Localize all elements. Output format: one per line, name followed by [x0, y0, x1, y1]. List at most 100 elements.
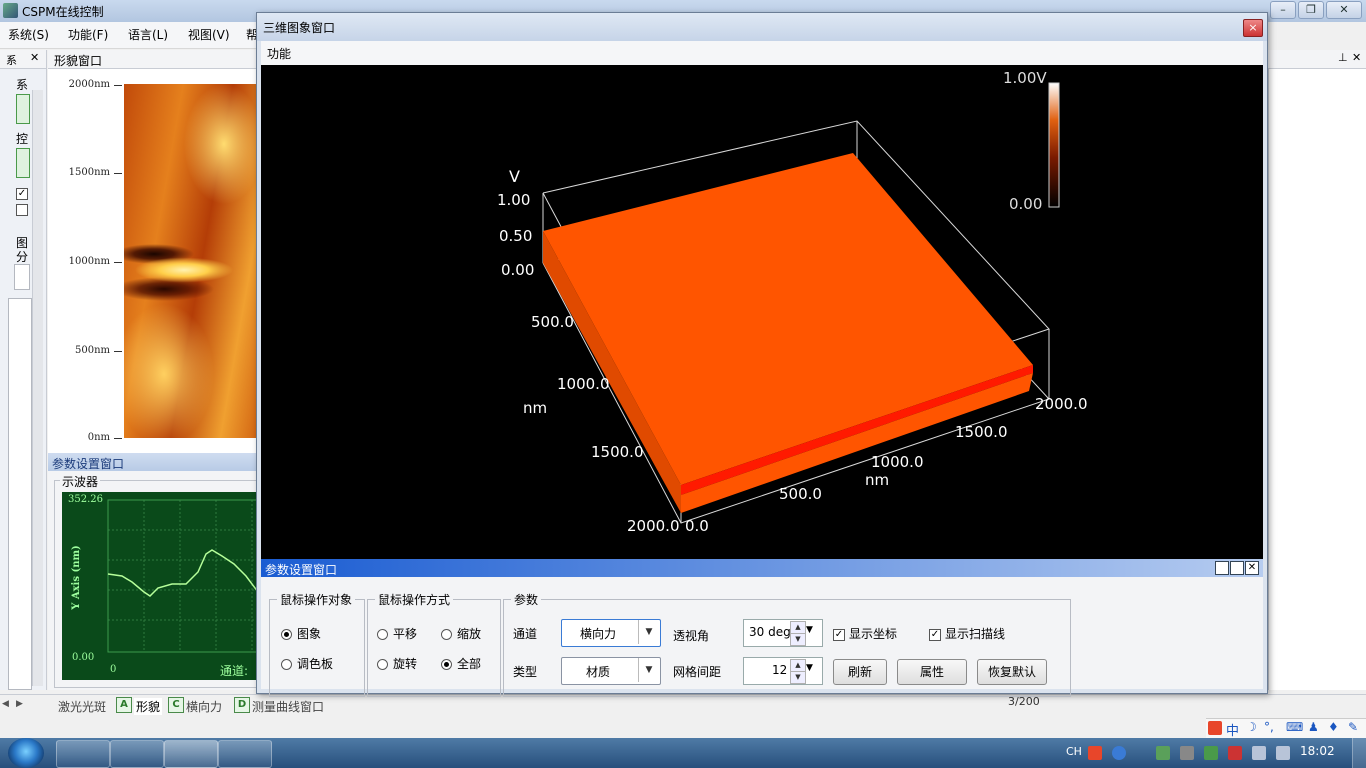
chevron-down-icon[interactable]: ▼: [638, 658, 659, 682]
ime-mode-icon[interactable]: 中: [1226, 724, 1240, 739]
radio-image[interactable]: [281, 629, 292, 640]
status-page-count: 3/200: [1008, 695, 1040, 708]
spin-down-icon[interactable]: ▼: [790, 633, 806, 646]
params-group: [503, 599, 1071, 697]
scroll-right-icon[interactable]: ▶: [16, 699, 23, 709]
menu-function[interactable]: 功能(F): [68, 28, 109, 42]
sogou-icon[interactable]: [1208, 721, 1222, 735]
dialog-menu-bar: 功能: [261, 41, 1263, 65]
oscilloscope-display[interactable]: 352.26 0.00 0 Y Axis (nm) 通道:: [62, 492, 260, 680]
scroll-left-icon[interactable]: ◀: [2, 699, 9, 709]
clock-time[interactable]: 18:02: [1300, 744, 1335, 758]
tray-device-icon[interactable]: [1180, 746, 1194, 760]
close-icon[interactable]: ✕: [1326, 1, 1362, 19]
show-scanline-checkbox[interactable]: ✓: [929, 629, 941, 641]
sidebar-close-icon[interactable]: ✕: [30, 51, 40, 64]
tray-security-icon[interactable]: [1156, 746, 1170, 760]
sidebar-list[interactable]: [8, 298, 32, 690]
channel-select[interactable]: 横向力 ▼: [561, 619, 661, 647]
tray-flag-icon[interactable]: [1228, 746, 1242, 760]
user-icon[interactable]: ♟: [1308, 720, 1319, 734]
tray-help-icon[interactable]: [1112, 746, 1126, 760]
image-panel-title[interactable]: 形貌窗口: [54, 54, 103, 68]
radio-all-label[interactable]: 全部: [457, 657, 482, 671]
show-axes-checkbox[interactable]: ✓: [833, 629, 845, 641]
dialog-titlebar[interactable]: 三维图象窗口 ×: [257, 13, 1267, 41]
param-close-icon[interactable]: ✕: [1245, 561, 1259, 575]
menu-system[interactable]: 系统(S): [8, 28, 49, 42]
grid-spacing-spinbox[interactable]: 12 ▲ ▼ ▼: [743, 657, 823, 685]
taskbar-app-icon[interactable]: [110, 740, 164, 768]
refresh-button[interactable]: 刷新: [833, 659, 887, 685]
tab-lateral-force[interactable]: 横向力: [186, 700, 223, 714]
show-axes-label[interactable]: 显示坐标: [849, 627, 898, 641]
sidebar-tab-label[interactable]: 系: [6, 54, 17, 67]
punctuation-icon[interactable]: °,: [1264, 720, 1274, 734]
properties-button[interactable]: 属性: [897, 659, 967, 685]
tray-volume-icon[interactable]: [1276, 746, 1290, 760]
sidebar-label-image: 图: [16, 236, 29, 250]
tab-measure-curve[interactable]: 测量曲线窗口: [252, 700, 325, 714]
menu-help[interactable]: 帮: [246, 28, 259, 42]
menu-bar: 系统(S) 功能(F) 语言(L) 视图(V) 帮: [0, 22, 260, 49]
sidebar-scrollbar[interactable]: [32, 90, 43, 686]
left-sidebar: 系 ✕ 系 控 ✓ 图 分: [0, 50, 47, 690]
tray-network-icon[interactable]: [1252, 746, 1266, 760]
ime-toolbar[interactable]: 中 ☽ °, ⌨ ♟ ♦ ✎: [1206, 718, 1366, 739]
afm-topography-image[interactable]: [124, 84, 260, 438]
perspective-spinbox[interactable]: 30 deg ▲ ▼ ▼: [743, 619, 823, 647]
sidebar-button[interactable]: [14, 264, 30, 290]
param-minimize-icon[interactable]: [1230, 561, 1244, 575]
dialog-menu-function[interactable]: 功能: [267, 47, 292, 61]
oscilloscope-group-title: 示波器: [60, 473, 101, 490]
tab-laser-spot[interactable]: 激光光斑: [58, 700, 107, 714]
taskbar-ie-icon[interactable]: [56, 740, 110, 768]
radio-palette[interactable]: [281, 659, 292, 670]
radio-rotate[interactable]: [377, 659, 388, 670]
menu-view[interactable]: 视图(V): [188, 28, 230, 42]
radio-rotate-label[interactable]: 旋转: [393, 657, 418, 671]
radio-zoom-label[interactable]: 缩放: [457, 627, 482, 641]
right-pane-close-icon[interactable]: ✕: [1352, 51, 1362, 64]
radio-zoom[interactable]: [441, 629, 452, 640]
param-restore-icon[interactable]: [1215, 561, 1229, 575]
keyboard-icon[interactable]: ⌨: [1286, 720, 1304, 734]
start-button[interactable]: [8, 738, 44, 768]
radio-image-label[interactable]: 图象: [297, 627, 322, 641]
taskbar-cspm-icon[interactable]: [164, 740, 218, 768]
chevron-down-icon[interactable]: ▼: [806, 625, 813, 635]
minimize-icon[interactable]: –: [1270, 1, 1296, 19]
type-select[interactable]: 材质 ▼: [561, 657, 661, 685]
sidebar-button[interactable]: [16, 148, 30, 178]
sidebar-label-control: 控: [16, 132, 29, 146]
chevron-down-icon[interactable]: ▼: [806, 663, 813, 673]
moon-icon[interactable]: ☽: [1246, 720, 1257, 734]
show-scanline-label[interactable]: 显示扫描线: [945, 627, 1006, 641]
restore-defaults-button[interactable]: 恢复默认: [977, 659, 1047, 685]
chevron-down-icon[interactable]: ▼: [638, 620, 659, 644]
z-axis-unit: V: [509, 167, 520, 186]
radio-all[interactable]: [441, 659, 452, 670]
pin-icon[interactable]: ⊥: [1338, 51, 1348, 64]
mouse-mode-title: 鼠标操作方式: [375, 591, 454, 608]
radio-pan-label[interactable]: 平移: [393, 627, 418, 641]
input-language[interactable]: CH: [1066, 745, 1082, 758]
surface-side: [543, 231, 681, 513]
dialog-close-icon[interactable]: ×: [1243, 19, 1263, 37]
tray-update-icon[interactable]: [1204, 746, 1218, 760]
tray-sogou-icon[interactable]: [1088, 746, 1102, 760]
skin-icon[interactable]: ♦: [1328, 720, 1339, 734]
sidebar-checkbox[interactable]: ✓: [16, 188, 28, 200]
show-desktop-button[interactable]: [1352, 738, 1366, 768]
radio-palette-label[interactable]: 调色板: [297, 657, 334, 671]
taskbar-explorer-icon[interactable]: [218, 740, 272, 768]
sidebar-checkbox[interactable]: [16, 204, 28, 216]
wrench-icon[interactable]: ✎: [1348, 720, 1359, 734]
menu-language[interactable]: 语言(L): [128, 28, 169, 42]
radio-pan[interactable]: [377, 629, 388, 640]
restore-icon[interactable]: ❐: [1298, 1, 1324, 19]
tab-topography[interactable]: 形貌: [134, 698, 163, 715]
spin-down-icon[interactable]: ▼: [790, 671, 806, 684]
3d-viewport[interactable]: V 1.00 0.50 0.00 500.0 1000.0 nm 1500.0 …: [261, 65, 1263, 559]
sidebar-button[interactable]: [16, 94, 30, 124]
